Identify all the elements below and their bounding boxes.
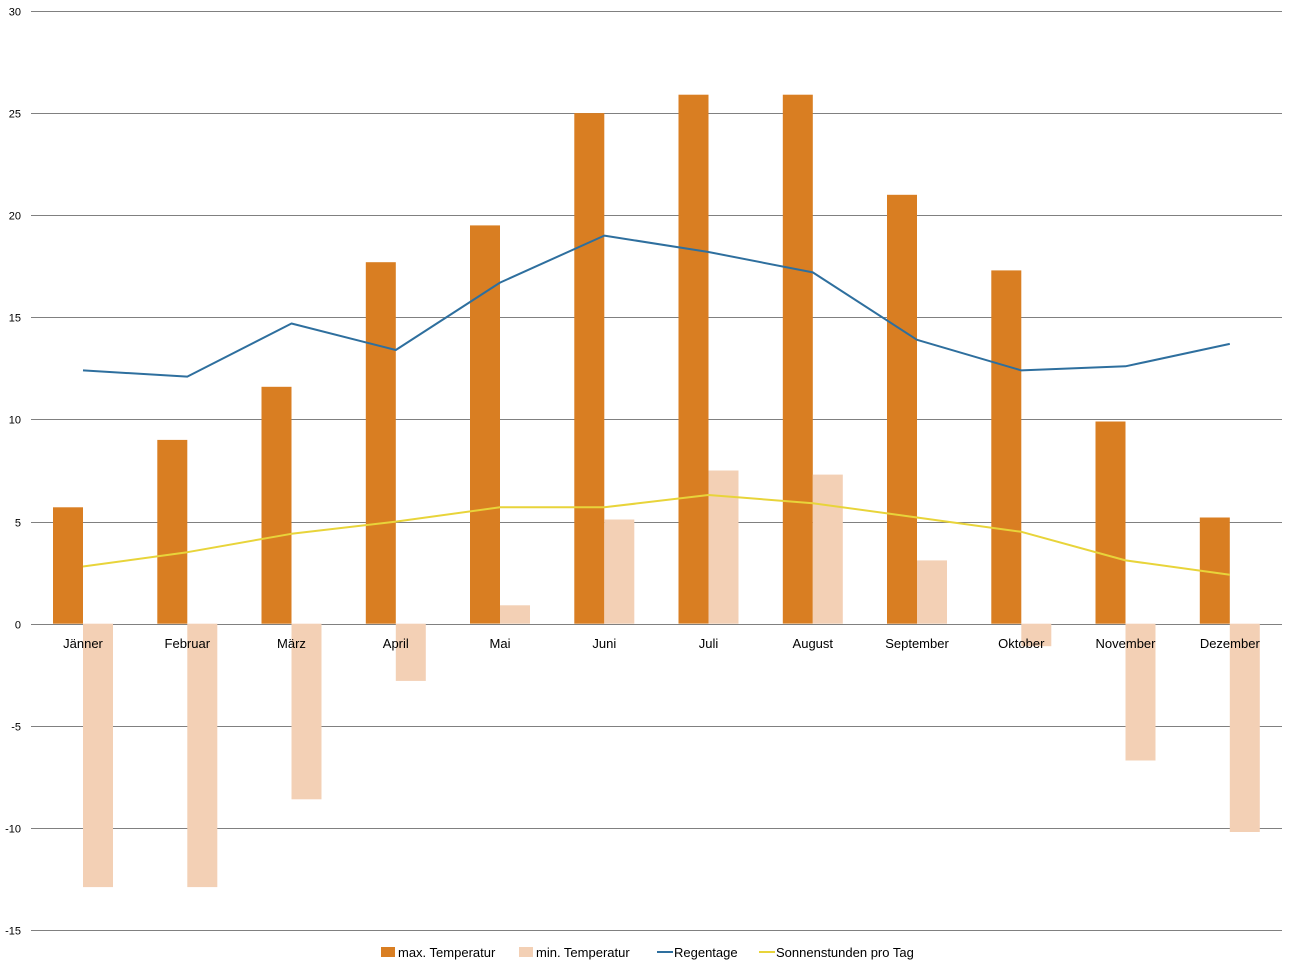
bar-max-temperature	[782, 94, 813, 624]
bar-max-temperature	[678, 94, 709, 624]
bar-max-temperature	[1095, 421, 1126, 624]
y-tick-label: -15	[5, 926, 21, 938]
x-category-label: April	[383, 636, 409, 651]
bar-min-temperature	[1125, 623, 1156, 761]
legend: max. Temperatur min. Temperatur Regentage S…	[381, 945, 914, 960]
bar-min-temperature	[812, 474, 843, 624]
legend-label: min. Temperatur	[536, 945, 630, 960]
line-layer	[82, 234, 1231, 576]
bar-layer	[53, 94, 1260, 888]
y-tick-label: 0	[15, 620, 21, 632]
y-tick-label: 20	[9, 211, 21, 223]
legend-label: Regentage	[674, 945, 738, 960]
y-tick-label: 10	[9, 415, 21, 427]
legend-swatch	[519, 947, 533, 957]
x-category-label: Februar	[165, 636, 211, 651]
legend-swatch	[381, 947, 395, 957]
bar-min-temperature	[500, 605, 530, 624]
bar-max-temperature	[887, 194, 917, 624]
line-sonnenstunden	[82, 494, 1230, 576]
x-category-label: September	[885, 636, 949, 651]
y-tick-label: -10	[5, 824, 21, 836]
y-tick-label: 15	[9, 313, 21, 325]
legend-label: max. Temperatur	[398, 945, 496, 960]
y-tick-label: -5	[11, 722, 21, 734]
bar-max-temperature	[261, 386, 292, 624]
bar-max-temperature	[574, 113, 605, 624]
x-axis-category-labels: Jänner Februar März April Mai Juni Juli August S…	[63, 636, 1260, 651]
bar-max-temperature	[365, 262, 396, 624]
x-category-label: August	[793, 636, 834, 651]
y-tick-label: 25	[9, 109, 21, 121]
x-category-label: Dezember	[1200, 636, 1261, 651]
bar-max-temperature	[53, 507, 83, 624]
bar-min-temperature	[291, 623, 322, 800]
legend-label: Sonnenstunden pro Tag	[776, 945, 914, 960]
bar-min-temperature	[917, 560, 947, 624]
bar-min-temperature	[1229, 623, 1260, 832]
y-tick-label: 30	[9, 7, 21, 19]
bar-max-temperature	[157, 439, 188, 624]
x-category-label: Oktober	[998, 636, 1045, 651]
bar-min-temperature	[395, 623, 426, 681]
x-category-label: Juni	[592, 636, 616, 651]
x-category-label: Mai	[490, 636, 511, 651]
grid-layer	[31, 11, 1282, 931]
x-category-label: Juli	[699, 636, 719, 651]
bar-max-temperature	[991, 270, 1022, 624]
bar-min-temperature	[1021, 623, 1052, 647]
line-regentage	[82, 234, 1231, 378]
y-tick-label: 5	[15, 518, 21, 530]
x-category-label: Jänner	[63, 636, 103, 651]
bar-min-temperature	[83, 623, 113, 888]
x-category-label: November	[1096, 636, 1157, 651]
bar-min-temperature	[708, 470, 739, 624]
x-category-label: März	[277, 636, 306, 651]
bar-min-temperature	[187, 623, 218, 888]
bar-min-temperature	[604, 519, 635, 624]
y-axis-tick-labels: 30 25 20 15 10 5 0 -5 -10 -15	[5, 7, 21, 938]
